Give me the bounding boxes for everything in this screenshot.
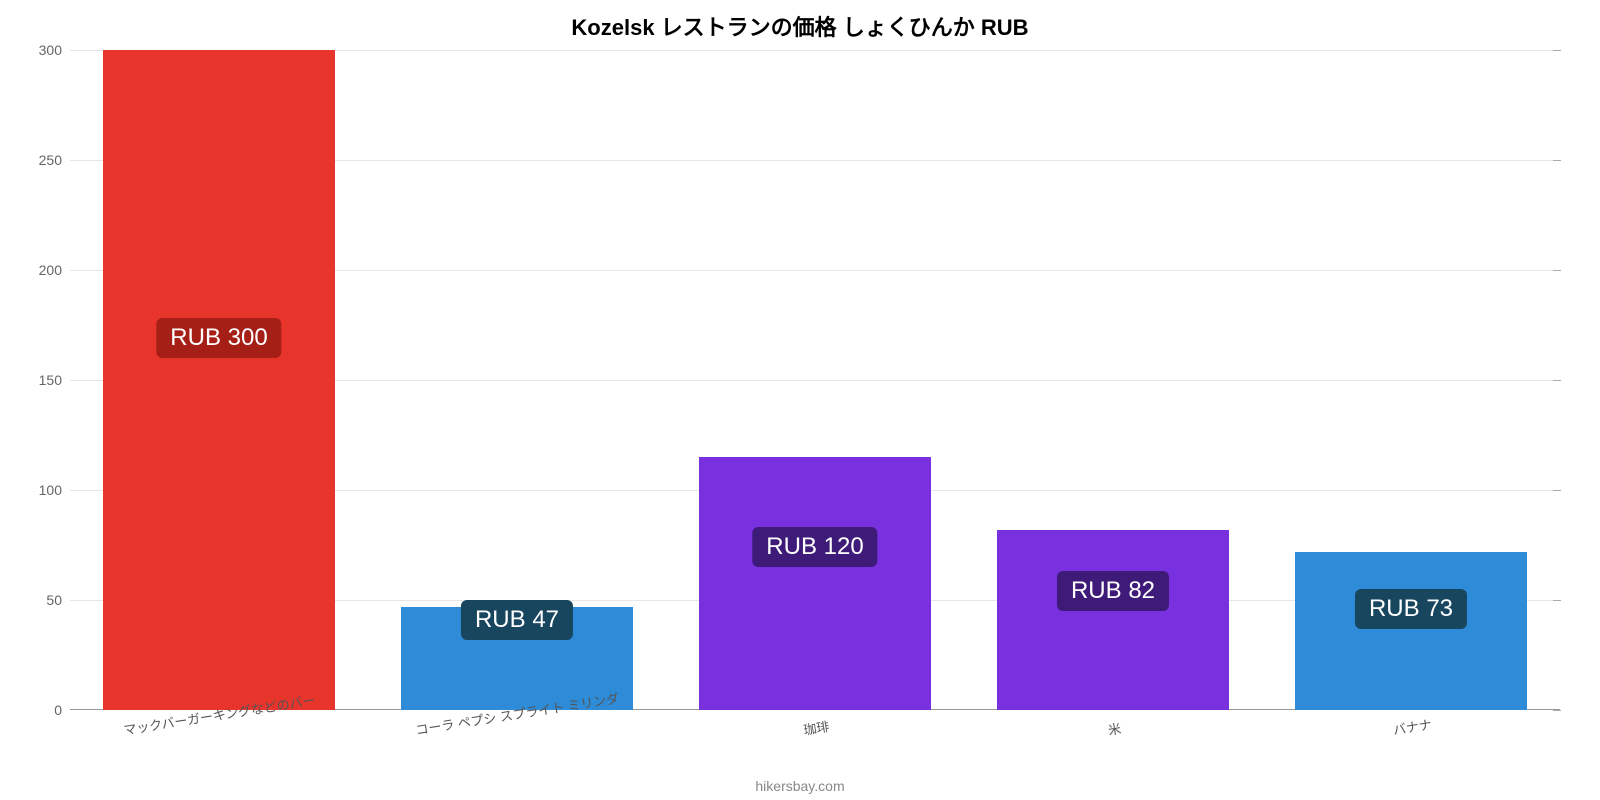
value-badge: RUB 82 (1057, 571, 1169, 611)
value-badge: RUB 73 (1355, 589, 1467, 629)
x-tick-label: 珈琲 (802, 716, 831, 739)
x-tick-label: バナナ (1391, 714, 1433, 739)
y-tick-label: 300 (10, 42, 70, 58)
bar (103, 50, 335, 710)
y-tick-label: 200 (10, 262, 70, 278)
bar-slot: RUB 73バナナ (1262, 50, 1560, 710)
value-badge: RUB 47 (461, 600, 573, 640)
bar-slot: RUB 47コーラ ペプシ スプライト ミリンダ (368, 50, 666, 710)
x-tick-label: 米 (1106, 718, 1122, 739)
bar-slot: RUB 82米 (964, 50, 1262, 710)
y-tick-label: 150 (10, 372, 70, 388)
attribution-text: hikersbay.com (0, 778, 1600, 794)
y-tick-label: 250 (10, 152, 70, 168)
bar-slot: RUB 300マックバーガーキングなどのバー (70, 50, 368, 710)
chart-container: Kozelsk レストランの価格 しょくひんか RUB 050100150200… (0, 0, 1600, 800)
plot-area: 050100150200250300RUB 300マックバーガーキングなどのバー… (70, 50, 1560, 710)
value-badge: RUB 300 (156, 318, 281, 358)
y-tick-label: 100 (10, 482, 70, 498)
chart-title: Kozelsk レストランの価格 しょくひんか RUB (0, 10, 1600, 42)
bar-slot: RUB 120珈琲 (666, 50, 964, 710)
y-tick-label: 50 (10, 592, 70, 608)
value-badge: RUB 120 (752, 527, 877, 567)
bar (699, 457, 931, 710)
y-tick-mark (1553, 710, 1561, 711)
bar (1295, 552, 1527, 710)
y-tick-label: 0 (10, 702, 70, 718)
bar (997, 530, 1229, 710)
